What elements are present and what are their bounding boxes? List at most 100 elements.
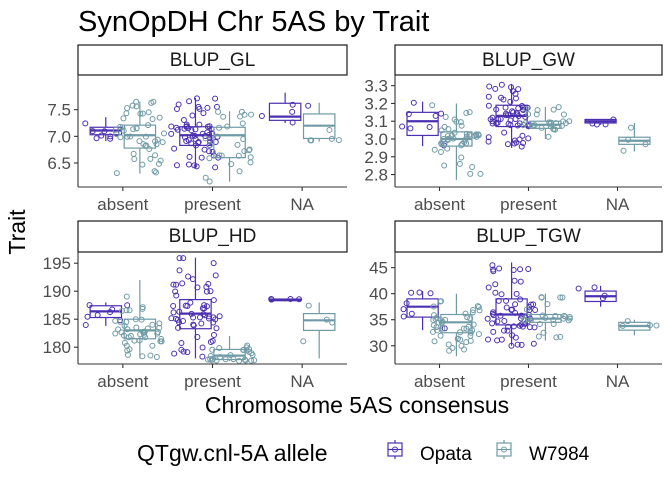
data-point — [552, 126, 559, 133]
data-point — [504, 327, 511, 334]
data-point — [498, 81, 505, 88]
box-absent-w7984 — [429, 293, 483, 357]
data-point — [207, 288, 214, 295]
data-point — [113, 130, 120, 137]
data-point — [213, 103, 220, 110]
data-point — [522, 120, 529, 127]
data-point — [149, 321, 156, 328]
data-point — [190, 314, 197, 321]
data-point — [517, 266, 524, 273]
data-point — [193, 95, 200, 102]
x-tick-label: present — [184, 195, 241, 214]
data-point — [194, 284, 201, 291]
data-point — [620, 147, 627, 154]
data-point — [523, 306, 530, 313]
data-point — [202, 174, 209, 181]
x-tick-label: absent — [97, 195, 148, 214]
data-point — [191, 132, 198, 139]
data-point — [305, 302, 312, 309]
legend: QTgw.cnl-5A allele Opata W7984 — [137, 440, 590, 466]
data-point — [192, 135, 199, 142]
data-point — [442, 113, 449, 120]
data-point — [557, 294, 564, 301]
data-point — [98, 132, 105, 139]
data-point — [239, 120, 246, 127]
facet-strip-label: BLUP_HD — [169, 226, 257, 247]
data-point — [485, 138, 492, 145]
data-point — [209, 337, 216, 344]
data-point — [228, 161, 235, 168]
data-point — [441, 162, 448, 169]
data-point — [519, 103, 526, 110]
data-point — [445, 126, 452, 133]
data-point — [178, 339, 185, 346]
data-point — [185, 273, 192, 280]
data-point — [470, 321, 477, 328]
data-point — [216, 152, 223, 159]
data-point — [560, 111, 567, 118]
data-point — [463, 109, 470, 116]
data-point — [172, 315, 179, 322]
data-point — [562, 120, 569, 127]
data-point — [240, 136, 247, 143]
data-point — [121, 339, 128, 346]
data-point — [209, 148, 216, 155]
y-tick-label: 2.9 — [364, 148, 388, 167]
data-point — [241, 148, 248, 155]
data-point — [126, 346, 133, 353]
data-point — [519, 132, 526, 139]
data-point — [189, 112, 196, 119]
data-point — [242, 357, 249, 364]
chart-title: SynOpDH Chr 5AS by Trait — [78, 6, 429, 38]
y-tick-label: 180 — [43, 338, 71, 357]
data-point — [82, 321, 89, 328]
data-point — [553, 334, 560, 341]
data-point — [589, 120, 596, 127]
data-point — [198, 320, 205, 327]
data-point — [139, 161, 146, 168]
data-point — [140, 141, 147, 148]
data-point — [438, 110, 445, 117]
data-point — [490, 266, 497, 273]
data-point — [125, 334, 132, 341]
data-point — [234, 141, 241, 148]
data-point — [216, 124, 223, 131]
data-point — [438, 319, 445, 326]
data-point — [115, 326, 122, 333]
data-point — [559, 294, 566, 301]
data-point — [201, 146, 208, 153]
data-point — [485, 336, 492, 343]
data-point — [653, 322, 660, 329]
data-point — [206, 135, 213, 142]
data-point — [101, 128, 108, 135]
data-point — [107, 135, 114, 142]
data-point — [287, 296, 294, 303]
data-point — [186, 153, 193, 160]
data-point — [248, 111, 255, 118]
data-point — [248, 350, 255, 357]
y-tick-label: 2.8 — [364, 166, 388, 185]
data-point — [196, 121, 203, 128]
data-point — [139, 110, 146, 117]
data-point — [495, 297, 502, 304]
data-point — [427, 290, 434, 297]
data-point — [198, 154, 205, 161]
data-point — [494, 337, 501, 344]
data-point — [624, 318, 631, 325]
data-point — [525, 135, 532, 142]
data-point — [208, 357, 215, 364]
data-point — [430, 317, 437, 324]
data-point — [156, 320, 163, 327]
data-point — [508, 342, 515, 349]
box-present-w7984 — [521, 293, 573, 341]
y-tick-label: 45 — [369, 259, 388, 278]
data-point — [463, 133, 470, 140]
data-point — [180, 116, 187, 123]
y-tick-label: 35 — [369, 311, 388, 330]
data-point — [550, 106, 557, 113]
data-point — [180, 348, 187, 355]
data-point — [123, 293, 130, 300]
data-point — [258, 112, 265, 119]
data-point — [442, 316, 449, 323]
